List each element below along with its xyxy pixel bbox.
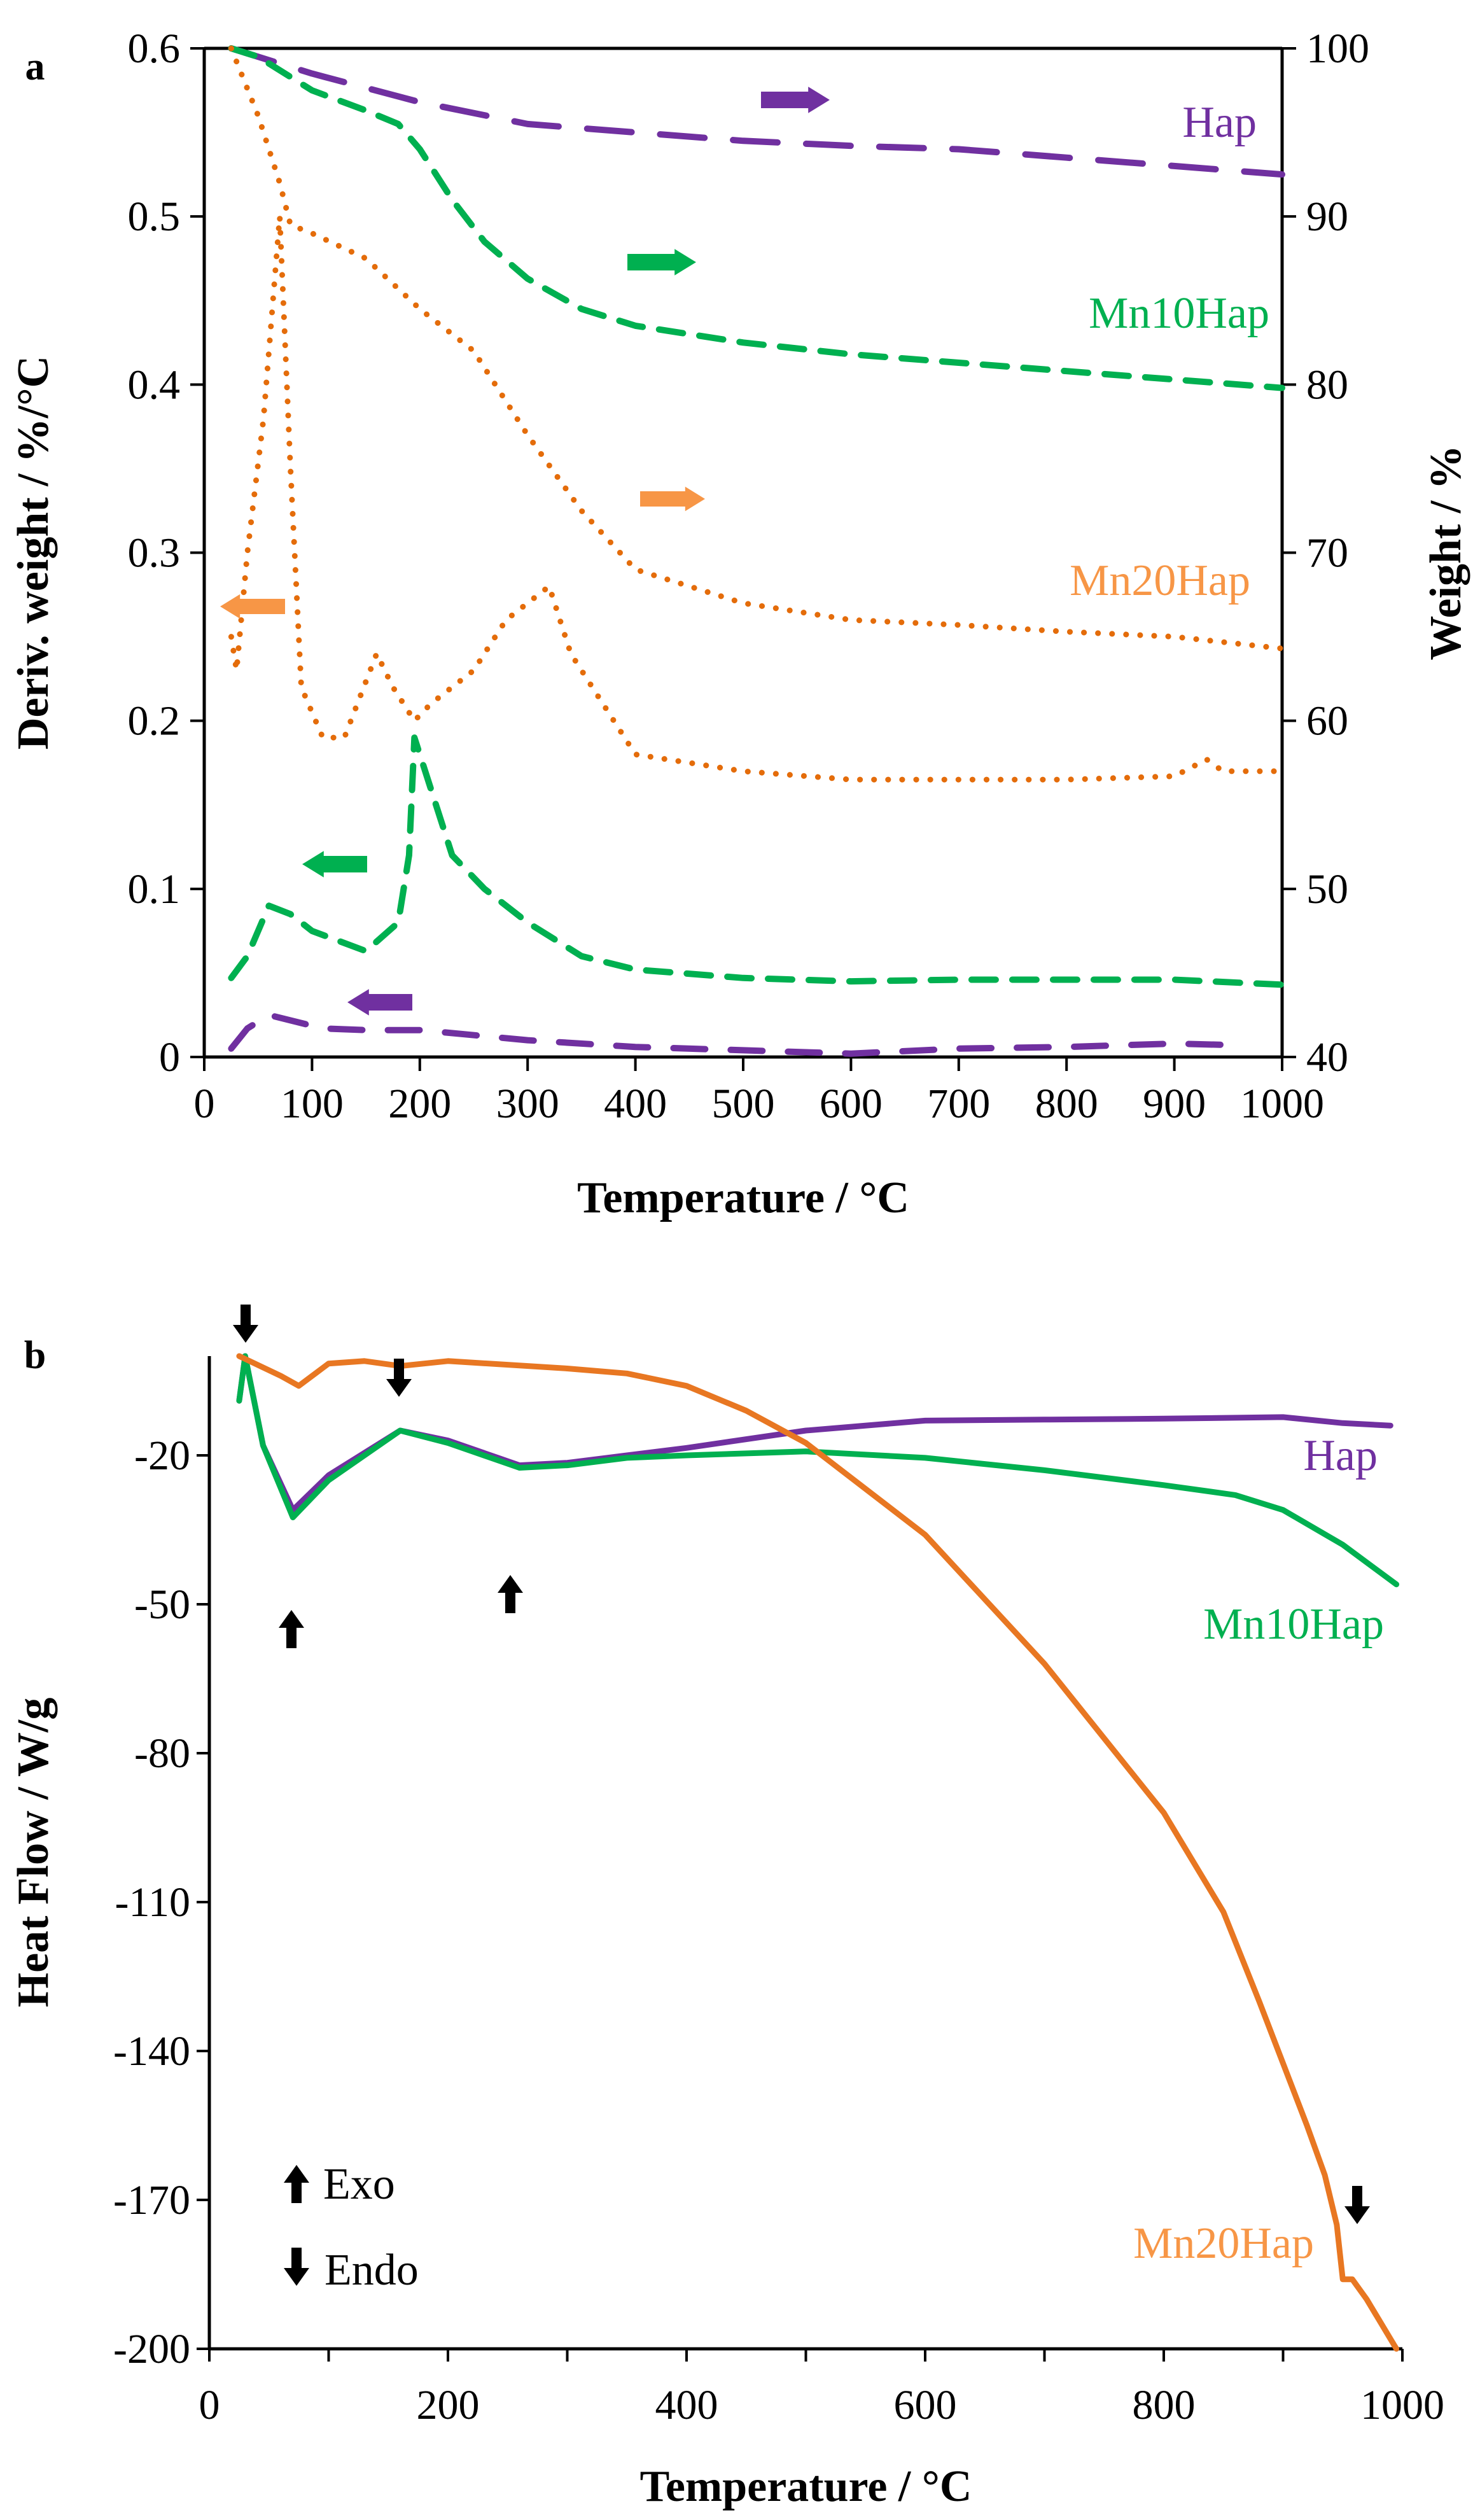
endo-arrow-icon: [386, 1359, 412, 1397]
x-tick-label: 200: [417, 2382, 480, 2428]
x-tick-label: 800: [1133, 2382, 1196, 2428]
y-tick-label: -200: [113, 2326, 190, 2372]
panel-b: [197, 1353, 1404, 2362]
series-hap-weight: [228, 45, 1285, 178]
exo-arrow-icon: [279, 1610, 304, 1648]
x-tick-label: 0: [194, 1081, 215, 1127]
series-mn20hap-deriv: [228, 213, 1285, 783]
exo-arrow-icon: [498, 1575, 523, 1613]
legend-mn20hap: Mn20Hap: [1070, 556, 1250, 605]
x-axis-title: Temperature / °C: [640, 2462, 972, 2511]
left-arrow-icon: [302, 851, 367, 878]
left-arrow-icon: [347, 989, 412, 1016]
legend-mn20hap: Mn20Hap: [1133, 2219, 1314, 2268]
x-tick-label: 100: [281, 1081, 344, 1127]
panel-label: b: [24, 1334, 46, 1377]
endo-arrow-icon: [284, 2248, 309, 2286]
x-tick-label: 400: [604, 1081, 667, 1127]
series-hap-deriv: [228, 1012, 1243, 1057]
endo-label: Endo: [325, 2246, 419, 2295]
y-tick-label: 0.3: [128, 530, 181, 577]
y-tick-label: -20: [134, 1432, 190, 1479]
x-tick-label: 200: [388, 1081, 451, 1127]
legend-hap: Hap: [1303, 1431, 1378, 1480]
y2-tick-label: 70: [1306, 530, 1348, 577]
exo-arrow-icon: [284, 2165, 309, 2203]
right-arrow-icon: [761, 87, 830, 113]
y-tick-label: 0: [159, 1034, 180, 1081]
y-tick-label: -140: [113, 2028, 190, 2075]
x-tick-label: 300: [496, 1081, 559, 1127]
left-arrow-icon: [220, 594, 285, 619]
legend-mn10hap: Mn10Hap: [1203, 1600, 1384, 1649]
y-tick-label: -110: [115, 1879, 190, 1926]
y-tick-label: -170: [113, 2177, 190, 2223]
y2-tick-label: 90: [1306, 193, 1348, 240]
y-tick-label: 0.6: [128, 25, 181, 72]
y2-axis-title: Weight / %: [1421, 445, 1470, 660]
x-tick-label: 800: [1035, 1081, 1098, 1127]
y-tick-label: 0.1: [128, 866, 181, 913]
y2-tick-label: 80: [1306, 361, 1348, 408]
series-mn10hap-deriv: [228, 734, 1285, 988]
endo-arrow-icon: [233, 1305, 258, 1343]
panel-a: [190, 45, 1296, 1071]
y-tick-label: -80: [134, 1730, 190, 1777]
panel-label: a: [25, 45, 45, 88]
x-axis-title: Temperature / °C: [577, 1173, 909, 1222]
exo-label: Exo: [323, 2160, 395, 2209]
x-tick-label: 900: [1143, 1081, 1206, 1127]
right-arrow-icon: [640, 486, 705, 512]
x-tick-label: 1000: [1240, 1081, 1324, 1127]
legend-hap: Hap: [1182, 98, 1257, 147]
y-axis-title: Heat Flow / W/g: [9, 1698, 58, 2008]
y-tick-label: 0.5: [128, 193, 181, 240]
y-axis-title: Deriv. weight / %/°C: [9, 356, 58, 750]
x-tick-label: 600: [894, 2382, 957, 2428]
right-arrow-icon: [627, 249, 696, 276]
series-mn10hap-weight: [228, 45, 1285, 391]
x-tick-label: 600: [820, 1081, 883, 1127]
endo-arrow-icon: [1344, 2186, 1370, 2224]
y2-tick-label: 60: [1306, 698, 1348, 745]
series-mn20hap-heatflow: [236, 1353, 1400, 2352]
y-tick-label: 0.4: [128, 361, 181, 408]
y-tick-label: -50: [134, 1581, 190, 1628]
y-tick-label: 0.2: [128, 698, 181, 745]
y2-tick-label: 40: [1306, 1034, 1348, 1081]
x-tick-label: 400: [655, 2382, 718, 2428]
x-tick-label: 500: [712, 1081, 775, 1127]
x-tick-label: 700: [927, 1081, 990, 1127]
legend-mn10hap: Mn10Hap: [1089, 289, 1269, 338]
y2-tick-label: 50: [1306, 866, 1348, 913]
y2-tick-label: 100: [1306, 25, 1369, 72]
series-mn10hap-heatflow: [236, 1353, 1400, 1588]
x-tick-label: 1000: [1360, 2382, 1444, 2428]
x-tick-label: 0: [199, 2382, 220, 2428]
